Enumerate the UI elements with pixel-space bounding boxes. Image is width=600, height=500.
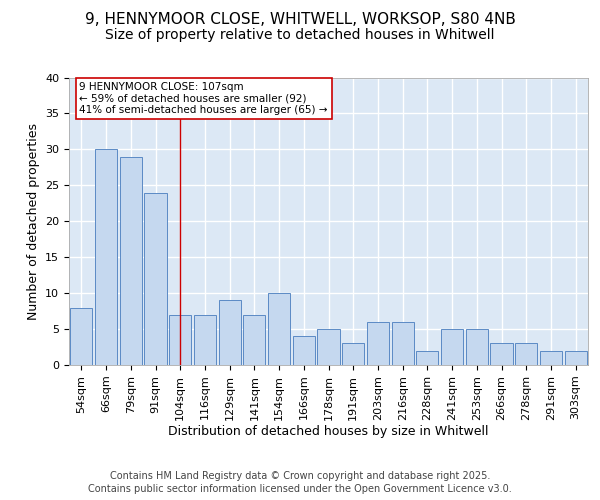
Bar — [565, 350, 587, 365]
Bar — [95, 150, 117, 365]
Bar — [243, 314, 265, 365]
Bar — [342, 344, 364, 365]
Bar — [119, 156, 142, 365]
Bar — [145, 192, 167, 365]
Bar — [194, 314, 216, 365]
Bar — [70, 308, 92, 365]
Bar — [416, 350, 439, 365]
Bar — [367, 322, 389, 365]
Bar — [490, 344, 512, 365]
Bar — [392, 322, 414, 365]
Bar — [466, 329, 488, 365]
Y-axis label: Number of detached properties: Number of detached properties — [26, 122, 40, 320]
Bar — [317, 329, 340, 365]
Bar — [540, 350, 562, 365]
Text: Size of property relative to detached houses in Whitwell: Size of property relative to detached ho… — [105, 28, 495, 42]
Bar — [293, 336, 315, 365]
Text: Contains HM Land Registry data © Crown copyright and database right 2025.: Contains HM Land Registry data © Crown c… — [110, 471, 490, 481]
X-axis label: Distribution of detached houses by size in Whitwell: Distribution of detached houses by size … — [168, 426, 489, 438]
Text: 9, HENNYMOOR CLOSE, WHITWELL, WORKSOP, S80 4NB: 9, HENNYMOOR CLOSE, WHITWELL, WORKSOP, S… — [85, 12, 515, 28]
Bar — [218, 300, 241, 365]
Bar — [515, 344, 538, 365]
Text: Contains public sector information licensed under the Open Government Licence v3: Contains public sector information licen… — [88, 484, 512, 494]
Bar — [169, 314, 191, 365]
Text: 9 HENNYMOOR CLOSE: 107sqm
← 59% of detached houses are smaller (92)
41% of semi-: 9 HENNYMOOR CLOSE: 107sqm ← 59% of detac… — [79, 82, 328, 115]
Bar — [268, 293, 290, 365]
Bar — [441, 329, 463, 365]
